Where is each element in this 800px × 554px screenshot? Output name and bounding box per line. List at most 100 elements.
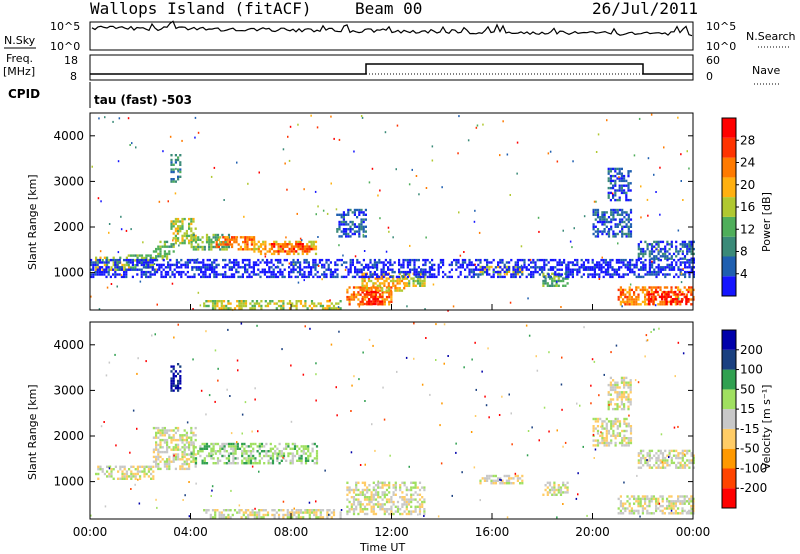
range-cell [251,307,254,310]
range-cell [181,436,184,439]
range-cell [393,261,396,264]
noise-cell [315,373,317,376]
range-cell [249,445,253,448]
range-cell [685,295,688,298]
noise-cell [478,231,481,234]
range-cell [186,263,189,267]
range-cell [177,443,180,447]
noise-cell [653,328,655,331]
range-cell [395,275,398,279]
range-cell [291,304,294,308]
noise-cell [562,503,564,505]
range-cell [255,273,258,276]
range-cell [604,268,607,271]
range-cell [612,434,615,437]
range-cell [208,241,211,244]
range-cell [501,275,504,279]
range-cell [598,261,601,264]
range-cell [149,266,152,269]
range-cell [373,266,376,269]
range-cell [352,498,356,501]
range-cell [244,243,247,246]
range-cell [651,273,654,276]
range-cell [319,302,322,305]
range-cell [670,240,673,244]
noise-cell [432,283,435,286]
range-cell [623,220,626,224]
range-cell [644,273,647,276]
range-cell [199,447,202,450]
range-cell [657,243,660,246]
colorbar-tick-label: 16 [740,200,755,214]
range-cell [418,503,422,506]
range-cell [396,287,399,290]
range-cell [560,273,563,276]
range-cell [677,295,680,299]
range-cell [299,240,302,244]
range-cell [330,302,333,305]
range-cell [639,250,643,253]
range-cell [657,500,660,503]
range-cell [194,446,197,449]
range-cell [210,442,213,446]
range-cell [354,275,357,279]
range-cell [565,275,568,279]
range-cell [635,288,638,292]
range-cell [648,273,651,276]
noise-cell [237,369,239,372]
range-cell [624,266,627,269]
range-cell [232,452,235,455]
range-cell [468,273,471,276]
range-cell [625,184,628,187]
range-cell [574,258,577,262]
range-cell [663,293,666,296]
range-cell [174,438,177,442]
noise-cell [682,267,684,270]
range-cell [618,189,621,192]
range-cell [494,474,497,478]
range-cell [378,293,382,296]
range-cell [492,482,495,485]
range-cell [516,268,519,271]
range-cell [677,461,680,465]
range-cell [179,375,182,378]
range-cell [123,273,126,276]
range-cell [369,275,372,279]
range-cell [686,266,689,269]
noise-cell [288,262,291,265]
range-cell [270,243,274,246]
range-cell [94,273,97,276]
range-cell [668,243,671,246]
range-cell [664,268,667,271]
range-cell [275,240,278,244]
range-cell [243,442,246,446]
noise-cell [336,414,338,417]
noise-cell [601,256,603,259]
range-cell [558,263,561,267]
range-cell [635,303,638,306]
range-cell [669,295,672,298]
range-cell [305,258,308,262]
range-cell [286,245,289,248]
range-cell [181,453,184,456]
range-cell [306,511,309,514]
range-cell [415,273,418,276]
range-cell [479,482,482,485]
range-cell [622,291,625,294]
range-cell [390,500,393,504]
range-cell [567,273,570,276]
range-cell [240,304,243,308]
range-cell [546,284,549,287]
range-cell [119,468,122,471]
noise-cell [415,175,418,177]
range-cell [190,429,193,432]
range-cell [625,437,628,440]
range-cell [215,266,218,269]
range-cell [661,497,664,501]
noise-cell [103,421,105,423]
range-cell [614,170,617,173]
range-cell [625,232,628,236]
range-cell [125,477,128,480]
range-cell [408,282,411,285]
range-cell [596,230,600,233]
